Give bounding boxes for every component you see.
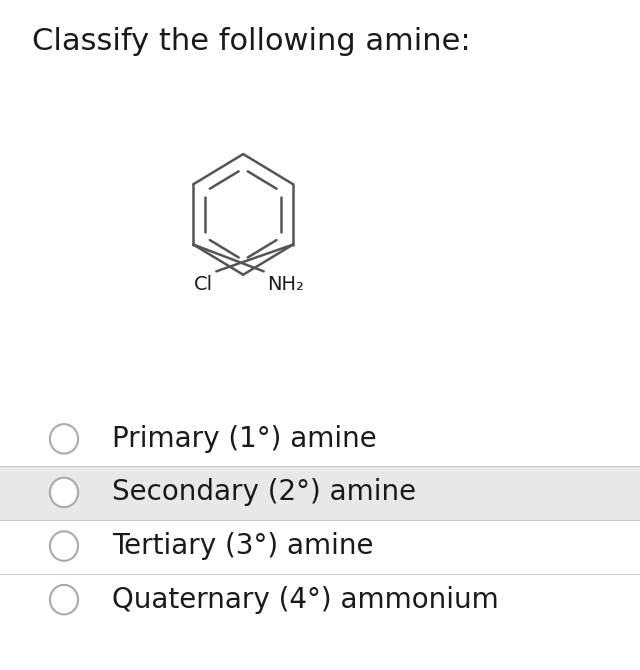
FancyBboxPatch shape	[0, 466, 640, 521]
Circle shape	[50, 478, 78, 507]
Text: Cl: Cl	[194, 275, 213, 293]
Circle shape	[50, 424, 78, 454]
Text: Tertiary (3°) amine: Tertiary (3°) amine	[112, 532, 374, 560]
Text: Primary (1°) amine: Primary (1°) amine	[112, 425, 377, 453]
Text: Classify the following amine:: Classify the following amine:	[32, 27, 470, 56]
Text: NH₂: NH₂	[267, 275, 304, 293]
Text: Quaternary (4°) ammonium: Quaternary (4°) ammonium	[112, 586, 499, 614]
Circle shape	[50, 585, 78, 614]
Text: Secondary (2°) amine: Secondary (2°) amine	[112, 478, 416, 507]
Circle shape	[50, 531, 78, 561]
